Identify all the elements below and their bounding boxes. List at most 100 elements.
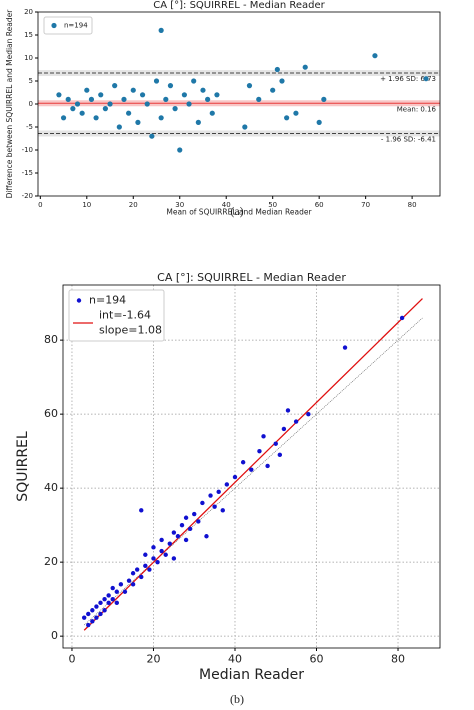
y-tick-label: 40 bbox=[44, 481, 58, 494]
point bbox=[143, 552, 148, 557]
point bbox=[106, 600, 111, 606]
point bbox=[261, 434, 266, 439]
legend-label: int=-1.64 bbox=[99, 309, 151, 322]
point bbox=[118, 582, 124, 587]
plot-frame bbox=[37, 11, 441, 197]
point bbox=[98, 600, 103, 606]
point bbox=[273, 441, 278, 446]
point bbox=[200, 87, 206, 93]
point bbox=[114, 589, 119, 594]
x-tick-label: 60 bbox=[310, 653, 324, 666]
point bbox=[153, 78, 160, 84]
point bbox=[56, 92, 62, 98]
caption: (b) bbox=[230, 692, 244, 706]
x-tick-label: 0 bbox=[38, 201, 42, 209]
x-tick-label: 80 bbox=[408, 201, 417, 209]
point bbox=[175, 534, 181, 539]
point bbox=[134, 567, 140, 572]
point bbox=[167, 541, 172, 546]
point bbox=[399, 315, 405, 321]
point bbox=[110, 585, 115, 591]
point bbox=[171, 556, 177, 561]
legend-box bbox=[43, 16, 93, 35]
point bbox=[122, 589, 128, 594]
point bbox=[191, 78, 197, 84]
y-tick-label: 20 bbox=[44, 555, 58, 568]
point bbox=[179, 522, 185, 528]
point bbox=[102, 608, 107, 613]
x-tick-label: 0 bbox=[68, 653, 75, 666]
point bbox=[163, 96, 169, 102]
point bbox=[151, 545, 156, 550]
point bbox=[94, 615, 99, 620]
point bbox=[293, 110, 299, 116]
point bbox=[232, 474, 238, 480]
y-axis-label: SQUIRREL bbox=[15, 431, 31, 502]
point bbox=[274, 66, 280, 73]
point bbox=[126, 110, 132, 116]
y-axis-label: Difference between SQUIRREL and Median R… bbox=[5, 9, 14, 199]
point bbox=[186, 101, 192, 107]
point bbox=[98, 92, 104, 98]
point bbox=[107, 101, 113, 107]
point bbox=[281, 426, 287, 432]
point bbox=[86, 611, 91, 617]
point bbox=[159, 548, 164, 554]
x-tick-label: 80 bbox=[391, 653, 405, 666]
point bbox=[200, 500, 205, 506]
point bbox=[316, 119, 322, 125]
point bbox=[265, 463, 270, 469]
y-tick-label: 60 bbox=[44, 407, 58, 420]
x-tick-label: 20 bbox=[129, 201, 138, 209]
x-axis-label: Mean of SQUIRREL and Median Reader bbox=[166, 208, 312, 217]
point bbox=[94, 604, 99, 609]
y-tick-label: 10 bbox=[24, 54, 33, 62]
point bbox=[144, 101, 150, 107]
point bbox=[155, 559, 160, 565]
x-tick-label: 60 bbox=[315, 201, 324, 209]
point bbox=[242, 124, 248, 130]
x-tick-label: 40 bbox=[222, 201, 231, 209]
point bbox=[159, 537, 164, 543]
point bbox=[106, 593, 111, 598]
y-tick-label: -10 bbox=[22, 146, 33, 154]
point bbox=[116, 124, 122, 130]
point bbox=[240, 460, 246, 465]
point bbox=[172, 106, 178, 112]
point bbox=[139, 574, 144, 580]
x-tick-label: 40 bbox=[228, 653, 242, 666]
point bbox=[135, 119, 141, 125]
point bbox=[90, 619, 95, 624]
point bbox=[158, 115, 164, 121]
point bbox=[195, 119, 201, 125]
y-tick-label: 5 bbox=[29, 77, 33, 85]
point bbox=[279, 78, 285, 84]
point bbox=[321, 96, 327, 102]
point bbox=[293, 419, 299, 424]
point bbox=[214, 92, 220, 98]
point bbox=[121, 96, 127, 102]
fit-line bbox=[83, 298, 423, 631]
point bbox=[93, 115, 99, 121]
y-tick-label: -5 bbox=[26, 123, 33, 131]
point bbox=[171, 530, 177, 535]
point bbox=[158, 27, 164, 33]
y-tick-label: 0 bbox=[29, 100, 33, 108]
point bbox=[257, 448, 262, 454]
caption: (a) bbox=[230, 204, 243, 218]
point bbox=[192, 511, 197, 517]
legend-label: slope=1.08 bbox=[99, 324, 162, 337]
x-tick-label: 10 bbox=[82, 201, 91, 209]
point bbox=[86, 622, 91, 628]
point bbox=[270, 87, 276, 93]
point bbox=[151, 556, 156, 561]
point bbox=[126, 578, 132, 583]
chart-title: CA [°]: SQUIRREL - Median Reader bbox=[157, 271, 346, 284]
point bbox=[196, 519, 201, 524]
point bbox=[74, 101, 81, 107]
chart-title: CA [°]: SQUIRREL - Median Reader bbox=[153, 0, 325, 11]
x-tick-label: 70 bbox=[361, 201, 370, 209]
y-tick-label: 0 bbox=[51, 629, 58, 642]
legend-label: n=194 bbox=[64, 22, 88, 30]
legend-box bbox=[68, 289, 165, 342]
